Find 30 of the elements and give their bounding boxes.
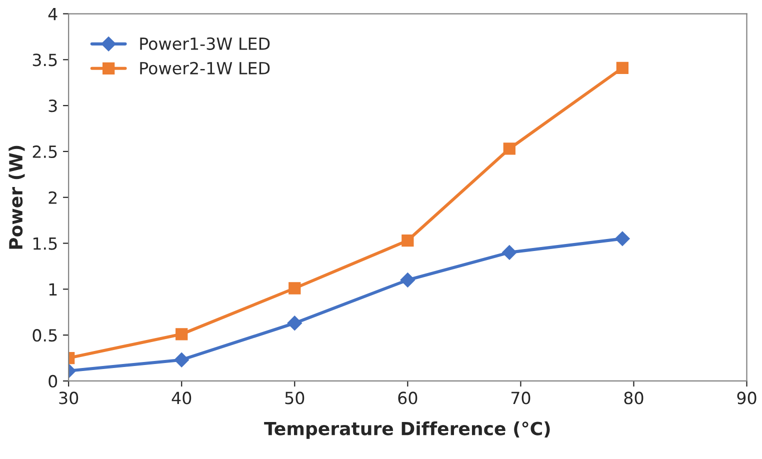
y-tick-label: 3 bbox=[48, 100, 57, 112]
y-axis-title: Power (W) bbox=[8, 146, 25, 249]
y-tick-label: 4 bbox=[48, 8, 58, 20]
point bbox=[400, 272, 416, 288]
x-tick-label: 90 bbox=[737, 392, 756, 404]
y-tick-label: 2 bbox=[48, 191, 56, 204]
x-tick-label: 60 bbox=[398, 392, 418, 404]
x-tick-label: 30 bbox=[59, 392, 78, 404]
point bbox=[502, 245, 517, 260]
point bbox=[616, 62, 628, 74]
point bbox=[176, 328, 188, 340]
x-tick-label: 50 bbox=[285, 392, 304, 404]
y-tick-label: 0 bbox=[48, 374, 58, 388]
legend-label: Power1-3W LED bbox=[140, 37, 270, 50]
x-tick-label: 70 bbox=[511, 392, 530, 404]
y-tick-label: 2.5 bbox=[32, 145, 57, 158]
y-tick-label: 1 bbox=[49, 283, 57, 296]
point bbox=[503, 142, 516, 155]
x-tick-label: 80 bbox=[624, 392, 644, 404]
point bbox=[402, 234, 414, 247]
y-tick-label: 0.5 bbox=[32, 329, 57, 342]
x-tick-label: 40 bbox=[172, 392, 192, 404]
y-tick-label: 3.5 bbox=[32, 54, 57, 66]
point bbox=[287, 316, 302, 331]
point bbox=[174, 352, 190, 368]
point bbox=[288, 282, 301, 294]
x-axis-title: Temperature Difference (°C) bbox=[264, 421, 550, 439]
legend-label: Power2-1W LED bbox=[140, 62, 270, 74]
y-tick-label: 1.5 bbox=[33, 237, 57, 250]
point bbox=[615, 231, 630, 246]
